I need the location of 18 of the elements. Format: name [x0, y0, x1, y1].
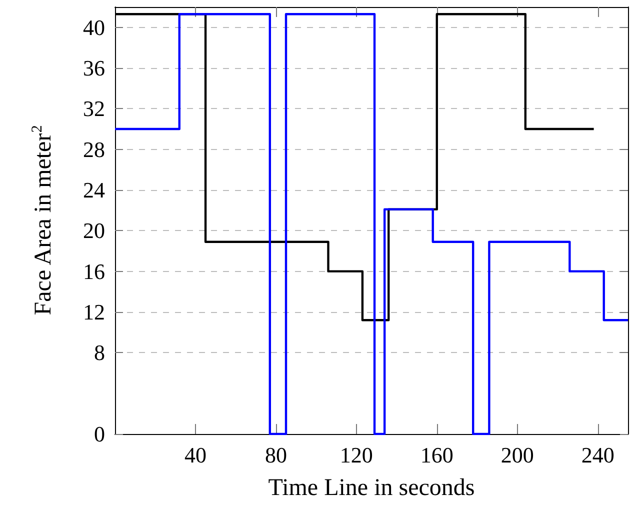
y-tick-label: 24: [83, 178, 105, 202]
y-tick-label: 16: [83, 258, 105, 284]
y-tick-label: 28: [83, 136, 105, 162]
y-tick-label: 40: [83, 14, 105, 40]
x-tick-label: 40: [184, 442, 206, 468]
x-tick-label: 80: [264, 442, 287, 468]
y-tick-label: 36: [83, 56, 105, 80]
x-tick-label: 240: [581, 442, 614, 468]
y-tick-label: 32: [83, 96, 105, 122]
x-tick-label: 160: [420, 442, 454, 468]
x-tick-label: 120: [340, 442, 373, 468]
y-axis-title: Face Area in meter2: [30, 125, 56, 316]
y-tick-label: 20: [83, 218, 105, 244]
y-tick-label: 8: [94, 340, 105, 366]
y-tick-label: 0: [94, 422, 105, 446]
y-tick-label: 12: [83, 300, 105, 324]
x-axis-title: Time Line in seconds: [268, 475, 475, 501]
x-tick-label: 200: [500, 442, 534, 468]
